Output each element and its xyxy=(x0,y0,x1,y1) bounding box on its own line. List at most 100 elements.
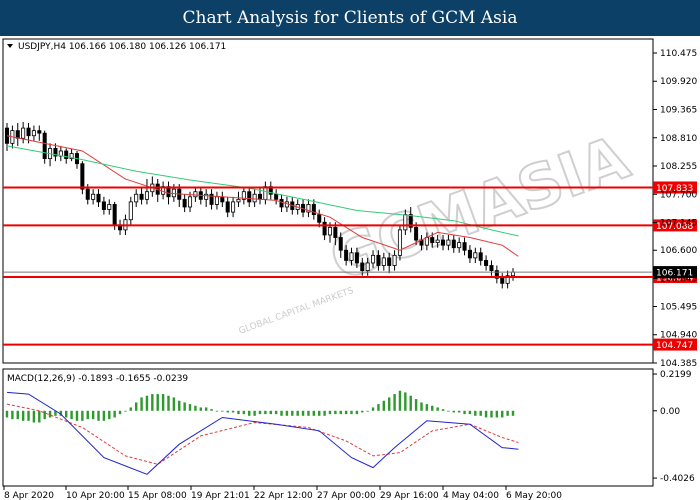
macd-histogram-bar xyxy=(414,399,418,411)
candle-body xyxy=(478,252,483,261)
price-level: 104.747 xyxy=(3,338,697,351)
time-tick-label: 15 Apr 08:00 xyxy=(128,491,187,500)
candle xyxy=(225,196,230,218)
macd-histogram-bar xyxy=(129,407,133,411)
macd-tick-label: 0.2199 xyxy=(660,370,692,380)
macd-histogram-bar xyxy=(65,410,68,418)
macd-histogram-bar xyxy=(258,410,262,415)
candle xyxy=(387,252,392,274)
macd-histogram-bar xyxy=(404,392,407,411)
macd-histogram-bar xyxy=(140,397,143,411)
candle-body xyxy=(311,204,316,216)
macd-histogram-bar xyxy=(118,410,122,415)
candle xyxy=(107,199,112,215)
candle-body xyxy=(139,193,144,200)
price-tick-label: 107.145 xyxy=(660,219,697,229)
candle-body xyxy=(435,239,440,244)
candle-body xyxy=(333,226,338,238)
candle xyxy=(478,247,483,266)
time-axis: 8 Apr 2020 10 Apr 20:00 15 Apr 08:00 19 Apr… xyxy=(3,486,562,500)
candle-body xyxy=(209,193,214,205)
candle xyxy=(365,257,370,276)
candle xyxy=(451,234,456,253)
macd-histogram-bar xyxy=(194,405,197,411)
macd-histogram-bar xyxy=(264,410,267,415)
macd-histogram-bar xyxy=(199,407,202,411)
symbol-ohlc-label: USDJPY,H4 106.166 106.180 106.126 106.17… xyxy=(18,42,226,52)
price-tick-label: 108.255 xyxy=(660,162,697,172)
macd-histogram-bar xyxy=(167,395,170,411)
time-tick-label: 22 Apr 12:00 xyxy=(254,491,313,500)
candle xyxy=(139,186,144,205)
candle xyxy=(128,196,133,225)
macd-histogram-bar xyxy=(393,394,396,411)
macd-histogram-bar xyxy=(102,410,106,421)
candle xyxy=(306,199,311,218)
candle-body xyxy=(64,150,69,160)
macd-panel[interactable]: MACD(12,26,9) -0.1893 -0.1655 -0.0239 0.… xyxy=(2,368,695,487)
candle xyxy=(360,257,365,276)
macd-histogram-bar xyxy=(291,410,294,416)
macd-histogram-bar xyxy=(312,410,316,416)
candle xyxy=(64,148,69,164)
price-panel-frame xyxy=(2,38,654,364)
price-tick-label: 109.365 xyxy=(660,106,697,116)
time-tick-label: 19 Apr 21:01 xyxy=(191,491,250,500)
macd-histogram-bar xyxy=(334,410,337,415)
candle-body xyxy=(69,153,74,160)
candle-body xyxy=(446,239,451,246)
macd-histogram-bar xyxy=(436,407,439,411)
macd-histogram-bar xyxy=(387,397,391,411)
price-tick-label: 106.600 xyxy=(660,246,697,256)
macd-histogram-bar xyxy=(91,410,95,420)
candle xyxy=(274,189,279,205)
macd-histogram-bar xyxy=(447,410,450,412)
macd-histogram-bar xyxy=(183,402,186,411)
candle-body xyxy=(322,221,327,236)
candle-body xyxy=(371,254,376,264)
candle-body xyxy=(397,229,402,256)
candle xyxy=(397,224,402,261)
macd-histogram-bar xyxy=(48,410,52,418)
candle-body xyxy=(424,237,429,246)
candle xyxy=(236,191,241,207)
macd-main-line xyxy=(6,391,519,475)
moving-average-slow xyxy=(6,145,519,237)
price-tick-label: 104.940 xyxy=(660,331,697,341)
candle-body xyxy=(457,242,462,249)
candle xyxy=(69,148,74,162)
macd-histogram-bar xyxy=(328,410,332,415)
price-tick-label: 104.385 xyxy=(660,359,697,369)
macd-histogram-bar xyxy=(54,410,57,416)
price-level-label: 107.088 xyxy=(656,222,693,232)
chevron-down-icon[interactable] xyxy=(7,44,13,48)
candle xyxy=(204,189,209,207)
candle-body xyxy=(505,275,510,284)
candle xyxy=(91,189,96,205)
macd-histogram-bar xyxy=(253,410,256,416)
candle xyxy=(144,178,149,205)
candle xyxy=(252,189,257,207)
moving-average-fast xyxy=(6,135,519,257)
candle xyxy=(338,232,343,258)
candle-body xyxy=(360,262,365,272)
macd-histogram-bar xyxy=(382,400,386,411)
macd-histogram-bar xyxy=(134,402,138,411)
candle-body xyxy=(414,226,419,241)
candle xyxy=(96,189,101,207)
macd-histogram-bar xyxy=(204,407,208,411)
macd-signal-line xyxy=(6,403,519,465)
candle-body xyxy=(21,127,26,139)
price-level-label: 104.747 xyxy=(656,341,693,351)
macd-histogram-bar xyxy=(75,410,79,421)
candle-body xyxy=(85,188,90,200)
candle xyxy=(231,196,236,218)
candle-body xyxy=(241,191,246,200)
macd-histogram-bar xyxy=(5,410,9,418)
macd-histogram-bar xyxy=(27,410,30,421)
chart-background xyxy=(0,36,700,500)
price-level-tag xyxy=(653,338,697,351)
trading-chart[interactable]: GCMASIA GLOBAL CAPITAL MARKETS 107.83310… xyxy=(0,36,700,500)
macd-histogram-bar xyxy=(344,410,348,415)
candle xyxy=(457,237,462,253)
